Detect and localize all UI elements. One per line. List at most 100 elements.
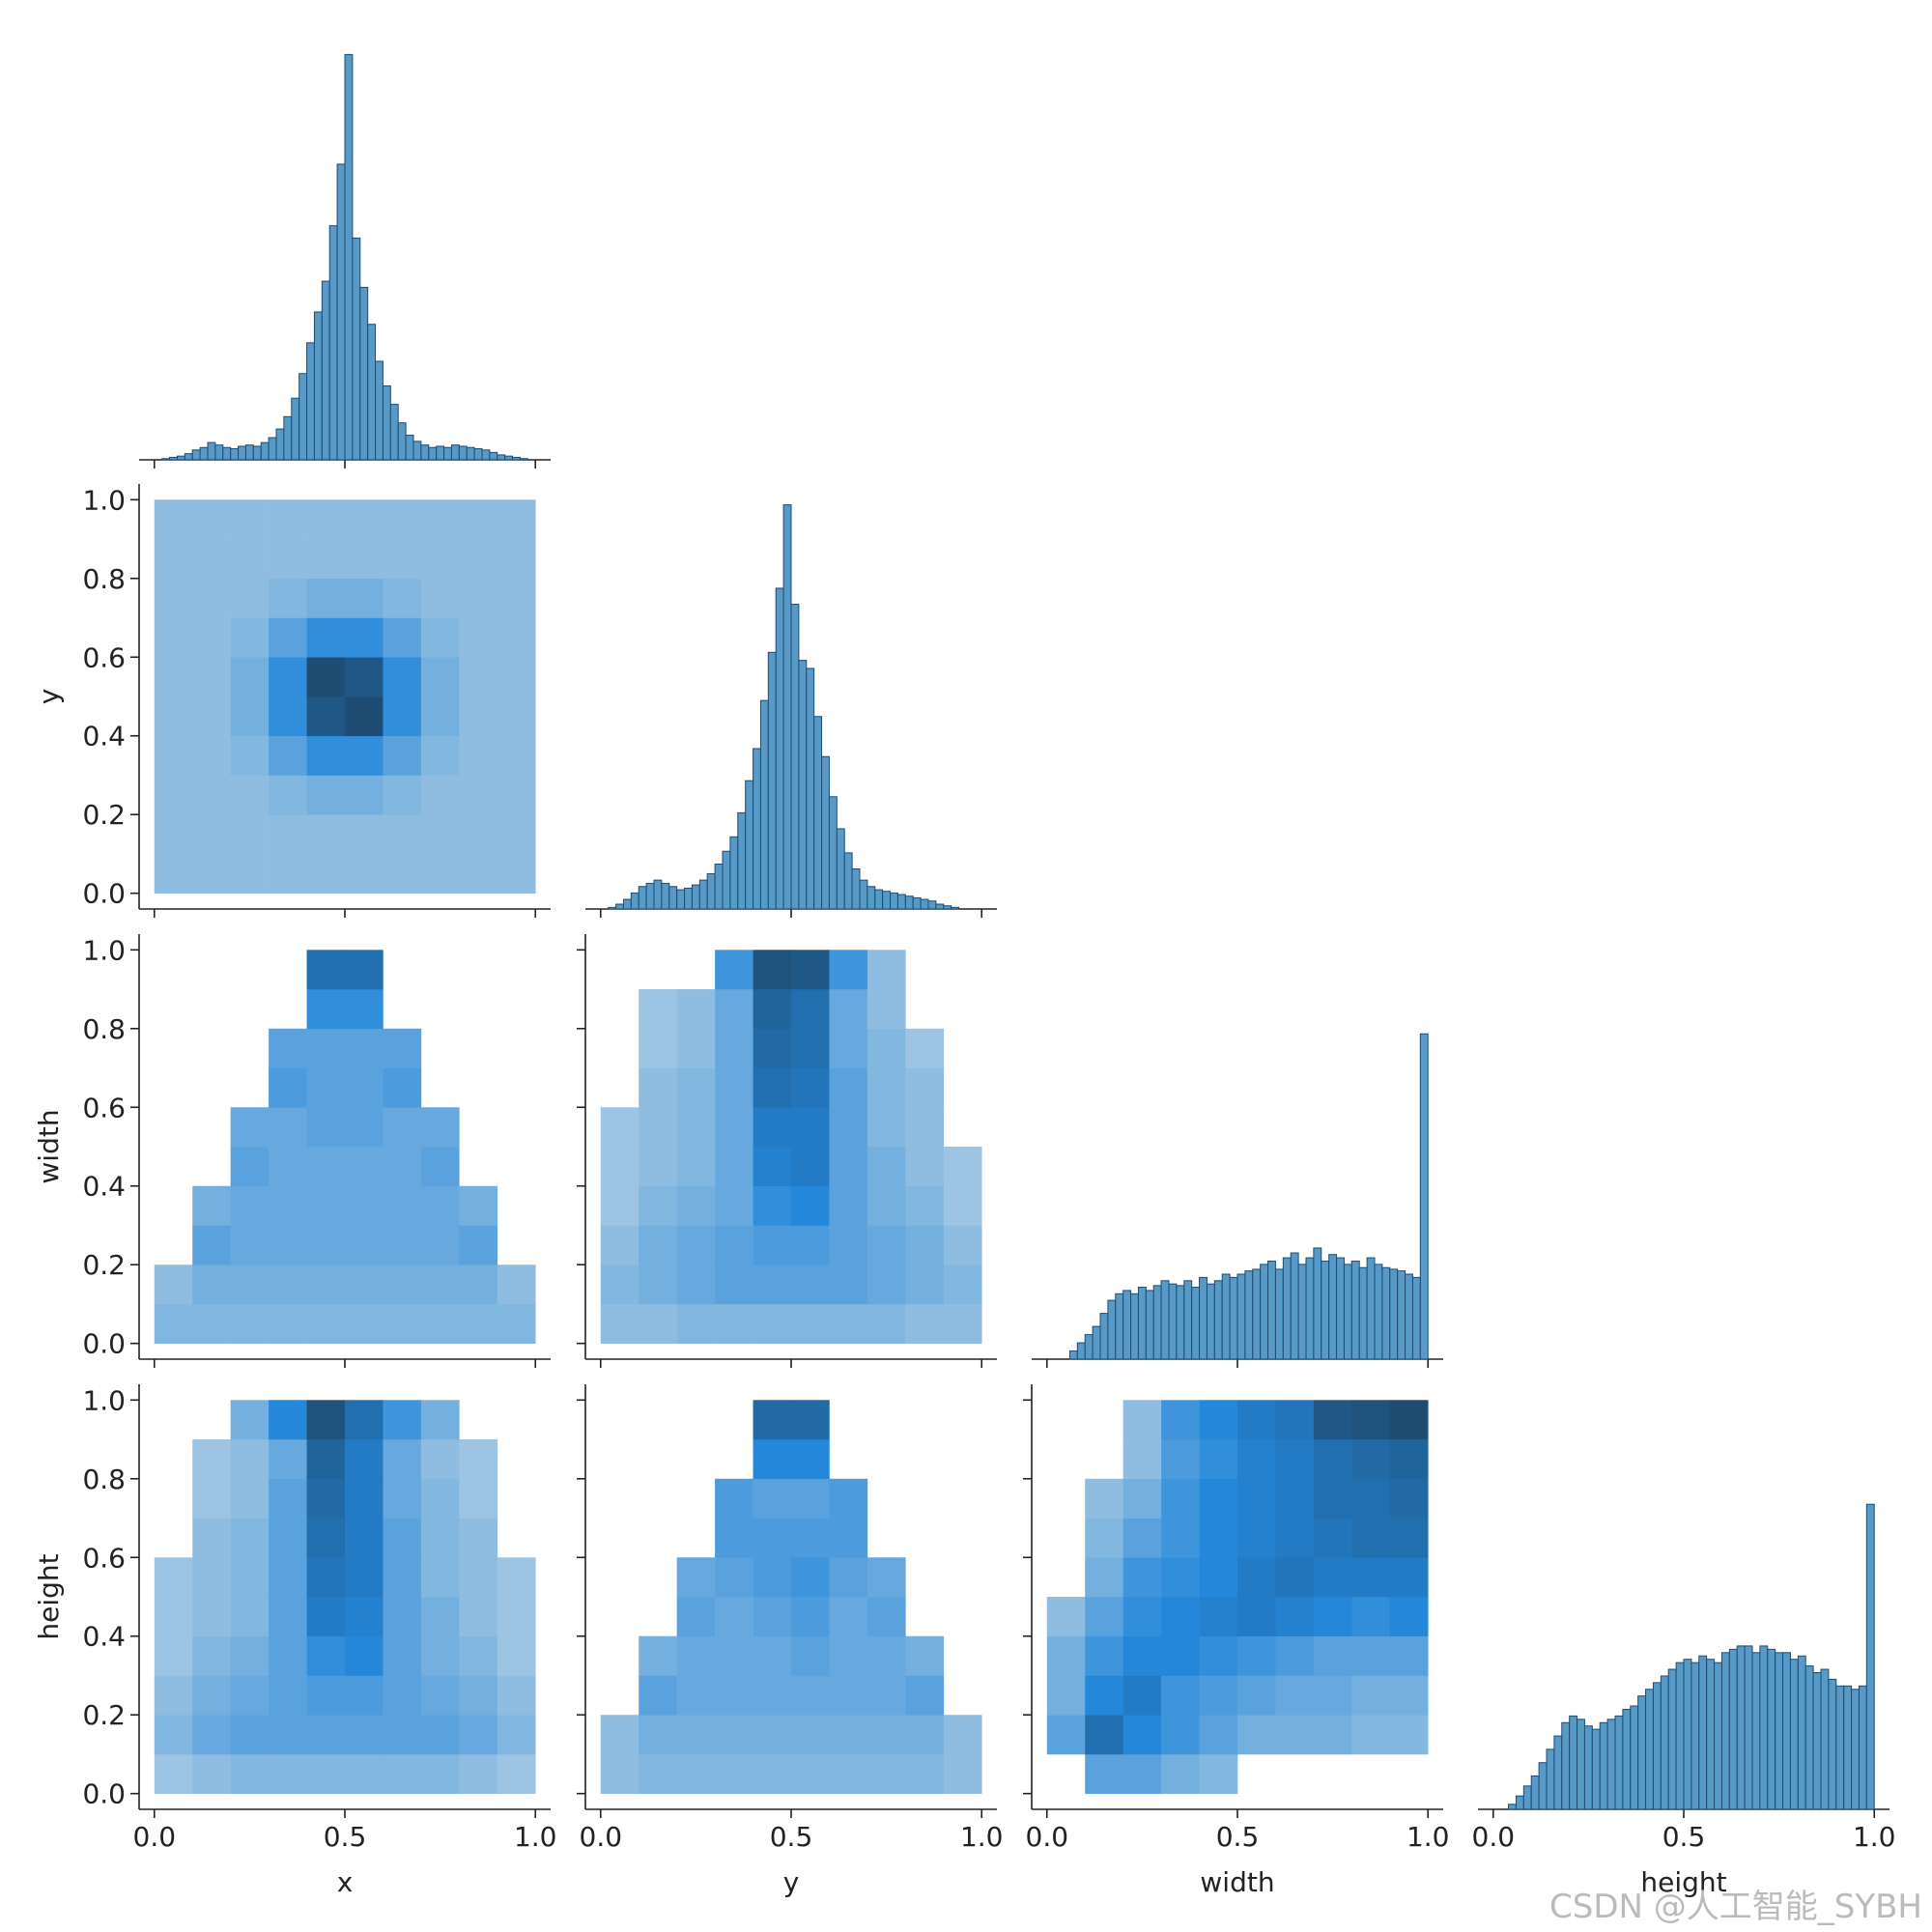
heatmap-cell [905,1675,945,1716]
heatmap-cell [192,617,231,658]
heatmap-cell [753,1225,792,1265]
heatmap-cell [867,950,906,990]
histogram-bar [1835,1685,1845,1810]
histogram-bar [1191,1287,1201,1360]
heatmap-cell [715,1067,753,1108]
heatmap-cell [383,1185,422,1226]
heatmap-cell [1085,1715,1123,1755]
heatmap-cell [420,617,460,658]
histogram-bar [1606,1719,1616,1810]
histogram-bar [321,280,330,461]
heatmap-cell [154,735,193,776]
histogram-bar [306,342,315,461]
histogram-bar [1244,1270,1254,1360]
heatmap-cell [345,1107,384,1148]
histogram-bar [821,755,830,910]
heatmap-cell [420,499,460,540]
histogram-bar [214,444,224,461]
histogram-bar [1775,1652,1784,1810]
y-axis-label: y [33,689,65,705]
heatmap-cell [306,499,346,540]
heatmap-cell [1199,1518,1238,1558]
histogram-bar [1397,1270,1406,1360]
heatmap-cell [420,1264,460,1305]
heatmap-cell [600,1715,639,1755]
y-tick-label: 0.4 [82,1621,126,1653]
histogram-bar [1389,1268,1399,1360]
heatmap-cell [192,1675,231,1716]
heatmap-cell [791,1107,830,1148]
heatmap-cell [154,1303,193,1345]
heatmap-cell [383,814,422,855]
heatmap-cell [459,1264,498,1305]
histogram-bar [1865,1503,1875,1810]
histogram-bar [199,446,209,461]
histogram-bar [912,896,922,910]
heatmap-cell [829,1107,868,1148]
heatmap-cell [753,1439,792,1480]
heatmap-cell [420,1518,460,1558]
histogram-bar [1213,1280,1223,1360]
heatmap-cell [867,1303,906,1345]
x-tick-label: 0.0 [580,1821,623,1853]
heatmap-cell [383,499,422,540]
heatmap-cell [943,1225,982,1265]
histogram-bar [450,444,460,461]
histogram-bar [512,456,521,461]
histogram-bar [1411,1276,1421,1360]
heatmap-cell [420,1478,460,1519]
heatmap-cell [420,1400,460,1440]
heatmap-cell [1275,1597,1315,1637]
heatmap-cell [306,1067,346,1108]
heatmap-cell [1085,1557,1123,1598]
heatmap-cell [1275,1478,1315,1519]
heatmap-cell [192,775,231,815]
heatmap-cell [345,775,384,815]
heatmap-cell [497,1675,536,1716]
heatmap-cell [1122,1675,1162,1716]
heatmap-cell [420,1303,460,1345]
heatmap-cell [1085,1675,1123,1716]
heatmap-cell [192,657,231,697]
histogram-bar [843,852,853,910]
heatmap-cell [676,1067,716,1108]
heatmap-cell [192,696,231,737]
heatmap-cell [791,1557,830,1598]
heatmap-cell [345,696,384,737]
heatmap-cell [420,735,460,776]
heatmap-cell [459,853,498,895]
heatmap-cell [154,539,193,580]
heatmap-cell [306,1400,346,1440]
heatmap-cell [420,578,460,618]
histogram-bar [1828,1678,1837,1810]
heatmap-cell [230,1478,270,1519]
heatmap-cell [715,1225,753,1265]
histogram-bar [1419,1033,1429,1360]
heatmap-cell [1122,1597,1162,1637]
heatmap-cell [306,1185,346,1226]
heatmap-cell [192,1439,231,1480]
heatmap-cell [791,1439,830,1480]
heatmap-cell [497,1753,536,1795]
heatmap-cell [1313,1439,1352,1480]
histogram-bar [1076,1342,1086,1360]
histogram-bar [1130,1293,1139,1360]
heatmap-cell [459,1557,498,1598]
histogram-bar [1706,1659,1716,1810]
histogram-bar [630,892,639,910]
heatmap-cell [905,1264,945,1305]
heatmap-cell [829,1067,868,1108]
heatmap-cell [383,1478,422,1519]
y-tick-label: 0.8 [82,1463,126,1495]
histogram-bar [389,404,399,461]
histogram-bar [428,446,438,461]
histogram-bar [638,886,647,910]
heatmap-cell [1046,1675,1086,1716]
heatmap-cell [383,1303,422,1345]
heatmap-cell [192,1597,231,1637]
heatmap-cell [345,1400,384,1440]
heatmap-cell [943,1753,982,1795]
heatmap-cell [230,1715,270,1755]
histogram-bar [1751,1652,1761,1810]
heatmap-cell [420,657,460,697]
